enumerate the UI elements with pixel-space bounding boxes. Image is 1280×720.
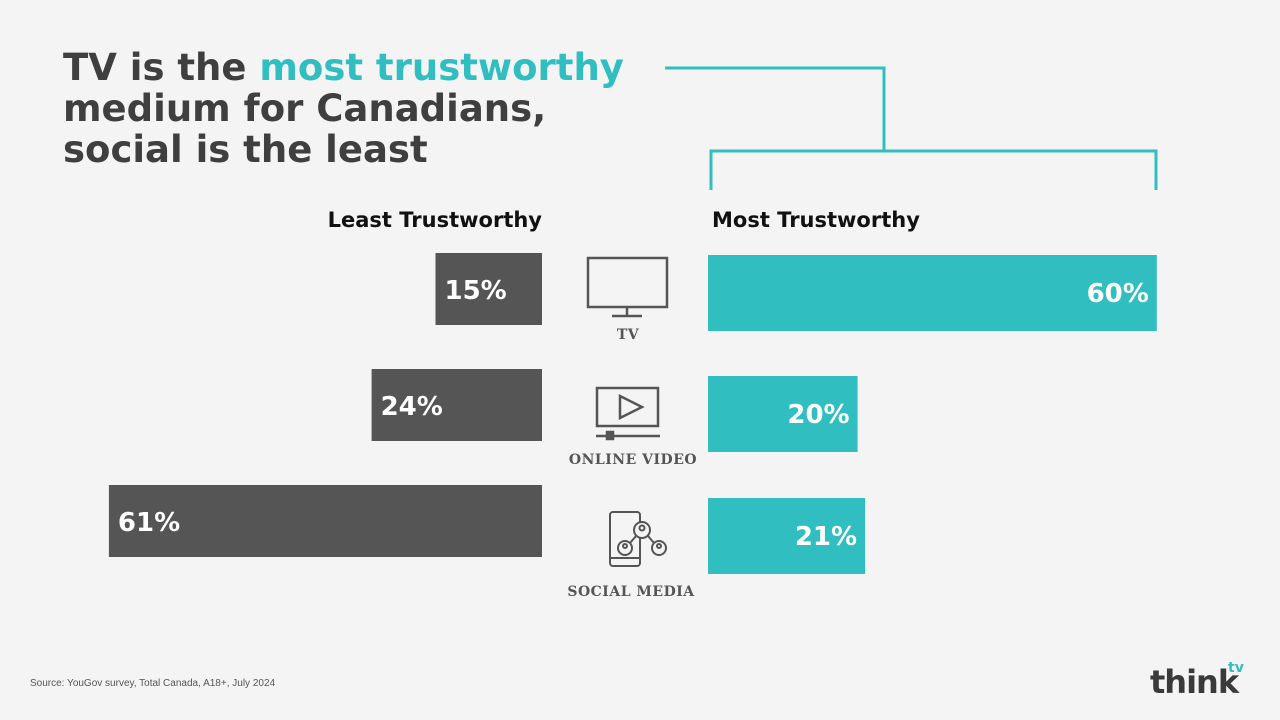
most-label-online-video: 20% xyxy=(787,400,849,430)
most-bar-online-video xyxy=(708,376,858,452)
online-video-icon xyxy=(595,386,660,441)
least-label-online-video: 24% xyxy=(381,392,443,422)
source-note: Source: YouGov survey, Total Canada, A18… xyxy=(30,678,276,689)
least-bar-tv xyxy=(435,253,542,325)
most-label-social-media: 21% xyxy=(795,522,857,552)
most-trustworthy-heading: Most Trustworthy xyxy=(712,208,920,232)
least-bar-social-media xyxy=(108,485,543,557)
title-part-3: social is the least xyxy=(63,128,428,171)
most-trustworthy-bars: 60% 20% 21% xyxy=(708,255,1157,574)
logo-think-text: think xyxy=(1150,663,1239,701)
title-bracket-connector xyxy=(665,66,1158,190)
tv-monitor-icon xyxy=(586,256,669,318)
thinktv-logo: think tv xyxy=(1150,660,1245,702)
title-accent: most trustworthy xyxy=(259,46,624,89)
least-label-social-media: 61% xyxy=(118,508,180,538)
page-title: TV is the most trustworthy medium for Can… xyxy=(63,47,624,170)
most-label-tv: 60% xyxy=(1087,279,1149,309)
title-part-1: TV is the xyxy=(63,46,260,89)
social-media-phone-icon xyxy=(609,511,667,567)
logo-tv-text: tv xyxy=(1228,660,1244,676)
category-label-online-video: ONLINE VIDEO xyxy=(569,452,697,468)
category-label-tv: TV xyxy=(617,327,640,343)
category-label-social-media: SOCIAL MEDIA xyxy=(567,584,695,600)
title-part-2: medium for Canadians, xyxy=(63,87,547,130)
least-label-tv: 15% xyxy=(445,276,507,306)
most-bar-social-media xyxy=(708,498,866,574)
least-trustworthy-bars: 15% 24% 61% xyxy=(108,253,543,557)
most-bar-tv xyxy=(708,255,1157,331)
least-bar-online-video xyxy=(371,369,542,441)
least-trustworthy-heading: Least Trustworthy xyxy=(327,208,542,232)
